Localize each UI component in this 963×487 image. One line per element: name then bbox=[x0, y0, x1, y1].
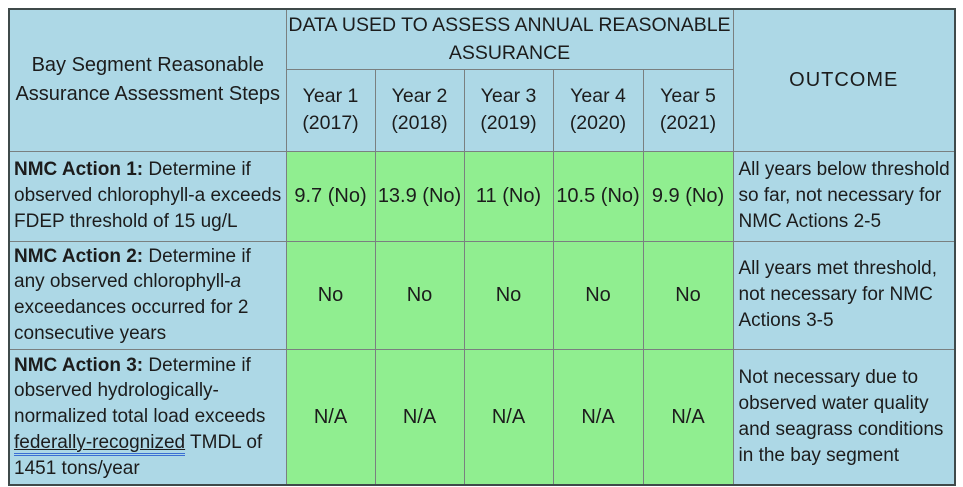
value-cell-r1-y4: 10.5 (No) bbox=[552, 150, 644, 242]
year-label: Year 3 bbox=[480, 84, 537, 107]
step-label: NMC Action 2: bbox=[14, 245, 144, 267]
step-desc: Determine if any observed chlorophyll- bbox=[14, 245, 251, 293]
year-label: Year 5 bbox=[660, 84, 716, 107]
step-cell-nmc-action-3: NMC Action 3: Determine if observed hydr… bbox=[8, 348, 287, 486]
value-cell-r2-y4: No bbox=[552, 240, 644, 350]
year-header-cell-3: Year 3 (2019) bbox=[463, 68, 554, 152]
outcome-cell-r3: Not necessary due to observed water qual… bbox=[732, 348, 956, 486]
value-cell-r3-y5: N/A bbox=[642, 348, 734, 486]
step-label: NMC Action 3: bbox=[14, 354, 144, 376]
corner-header-cell: Bay Segment Reasonable Assurance Assessm… bbox=[8, 8, 287, 152]
value-cell-r1-y3: 11 (No) bbox=[463, 150, 554, 242]
value-cell-r3-y4: N/A bbox=[552, 348, 644, 486]
step-desc: Determine if observed hydrologically-nor… bbox=[14, 354, 266, 428]
step-cell-nmc-action-1: NMC Action 1: Determine if observed chlo… bbox=[8, 150, 287, 242]
value-cell-r2-y3: No bbox=[463, 240, 554, 350]
year-header-cell-2: Year 2 (2018) bbox=[374, 68, 465, 152]
data-used-header-cell: DATA USED TO ASSESS ANNUAL REASONABLE AS… bbox=[285, 8, 734, 70]
table-row-nmc-action-3: NMC Action 3: Determine if observed hydr… bbox=[8, 348, 956, 486]
outcome-header-cell: OUTCOME bbox=[732, 8, 956, 152]
value-cell-r3-y3: N/A bbox=[463, 348, 554, 486]
value-cell-r1-y1: 9.7 (No) bbox=[285, 150, 376, 242]
year-value: (2020) bbox=[569, 112, 627, 135]
reasonable-assurance-table: Bay Segment Reasonable Assurance Assessm… bbox=[8, 8, 956, 487]
year-value: (2017) bbox=[302, 112, 359, 135]
federally-recognized-link[interactable]: federally-recognized bbox=[14, 432, 186, 456]
value-cell-r2-y2: No bbox=[374, 240, 465, 350]
step-label: NMC Action 1: bbox=[14, 159, 144, 181]
assessment-table-container: Bay Segment Reasonable Assurance Assessm… bbox=[8, 8, 956, 487]
step-desc-italic: a bbox=[230, 271, 242, 293]
table-row-nmc-action-1: NMC Action 1: Determine if observed chlo… bbox=[8, 150, 956, 242]
value-cell-r2-y1: No bbox=[285, 240, 376, 350]
step-desc-post: TMDL of 1451 tons/year bbox=[14, 432, 263, 479]
outcome-cell-r2: All years met threshold, not necessary f… bbox=[732, 240, 956, 350]
outcome-cell-r1: All years below threshold so far, not ne… bbox=[732, 150, 956, 242]
step-desc: Determine if observed chlorophyll-a exce… bbox=[14, 159, 282, 232]
year-header-cell-4: Year 4 (2020) bbox=[552, 68, 644, 152]
value-cell-r3-y1: N/A bbox=[285, 348, 376, 486]
value-cell-r1-y5: 9.9 (No) bbox=[642, 150, 734, 242]
table-row-nmc-action-2: NMC Action 2: Determine if any observed … bbox=[8, 240, 956, 350]
year-label: Year 1 bbox=[302, 84, 359, 107]
step-desc-post: exceedances occurred for 2 consecutive y… bbox=[14, 297, 249, 345]
step-cell-nmc-action-2: NMC Action 2: Determine if any observed … bbox=[8, 240, 287, 350]
year-label: Year 2 bbox=[391, 84, 448, 107]
year-value: (2018) bbox=[391, 112, 448, 135]
year-label: Year 4 bbox=[570, 84, 626, 107]
year-header-cell-1: Year 1 (2017) bbox=[285, 68, 376, 152]
year-value: (2021) bbox=[659, 112, 717, 135]
value-cell-r1-y2: 13.9 (No) bbox=[374, 150, 465, 242]
year-value: (2019) bbox=[480, 112, 537, 135]
value-cell-r3-y2: N/A bbox=[374, 348, 465, 486]
value-cell-r2-y5: No bbox=[642, 240, 734, 350]
year-header-cell-5: Year 5 (2021) bbox=[642, 68, 734, 152]
